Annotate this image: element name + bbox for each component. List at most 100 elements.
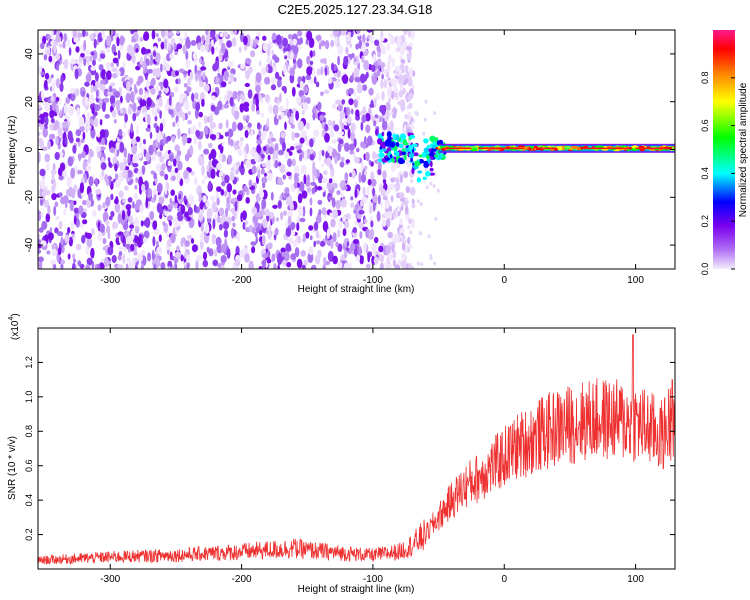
noise-cell [380,62,386,68]
noise-cell [369,205,373,214]
noise-cell [217,100,223,111]
noise-cell [160,83,164,91]
noise-cell [90,84,94,94]
noise-cell [284,121,287,130]
noise-cell [313,76,317,85]
noise-cell [394,92,398,98]
noise-cell [321,177,328,184]
noise-cell [159,213,163,219]
noise-cell [239,137,244,142]
noise-cell [342,185,348,191]
noise-cell [379,39,383,49]
noise-cell [248,260,254,269]
noise-cell [170,233,176,244]
noise-cell [38,227,44,233]
noise-cell [185,50,189,61]
noise-cell [86,237,93,248]
noise-cell [266,50,271,56]
noise-cell [356,30,361,34]
heatmap-x-tick-label: 100 [627,275,644,286]
noise-cell [42,112,49,118]
noise-cell [113,91,121,98]
noise-cell [212,63,218,72]
noise-cell [291,131,295,141]
noise-cell [85,73,92,83]
noise-cell [296,58,303,69]
noise-cell [174,51,178,56]
noise-cell [114,147,117,158]
noise-cell [97,132,101,138]
noise-cell [159,156,165,163]
signal-cell [440,151,443,158]
noise-cell [233,30,238,35]
signal-cell [429,167,434,172]
noise-cell [63,209,67,216]
snr-y-tick-label: 1.0 [24,391,34,404]
noise-cell [172,121,176,128]
noise-cell [287,158,292,167]
noise-cell [364,136,367,145]
noise-cell [306,174,310,184]
noise-cell [205,223,210,234]
noise-cell [107,157,111,162]
noise-cell [233,110,240,120]
signal-cell [396,151,400,156]
noise-cell [227,76,231,82]
noise-cell [208,180,212,191]
noise-cell [122,198,126,204]
noise-cell [327,250,334,262]
noise-cell [365,263,371,269]
noise-cell [93,85,98,92]
noise-cell [334,99,341,105]
noise-cell [174,167,179,174]
noise-cell [99,53,106,59]
noise-cell [367,253,371,263]
noise-cell [315,81,320,88]
noise-cell [230,138,234,147]
noise-cell [139,56,144,66]
noise-cell [408,30,411,38]
noise-cell [360,256,364,262]
noise-cell [239,30,246,33]
noise-cell [43,54,48,61]
noise-cell [267,154,271,161]
noise-cell [124,113,128,123]
noise-cell [220,81,227,88]
signal-cell [387,147,392,152]
noise-cell [332,255,338,265]
noise-cell [111,109,117,118]
noise-cell [311,187,316,194]
noise-cell [72,253,76,260]
noise-cell [247,89,253,99]
noise-cell [106,47,111,53]
signal-cell [395,134,400,141]
noise-cell [132,257,136,267]
noise-cell [63,59,69,70]
noise-cell [303,174,307,185]
noise-cell [346,241,350,247]
noise-cell [159,144,164,152]
noise-cell [270,191,274,201]
noise-cell [145,127,151,132]
noise-cell [131,54,136,64]
noise-cell [137,106,142,111]
noise-cell [398,90,404,98]
noise-cell [188,167,192,173]
noise-cell [199,80,205,88]
noise-cell [303,259,308,266]
noise-cell [111,73,118,79]
noise-cell [290,124,295,129]
noise-cell [138,176,144,188]
noise-cell [170,170,176,177]
noise-cell [78,153,81,162]
noise-cell [200,66,207,71]
noise-cell [335,79,341,89]
noise-cell [270,84,277,91]
noise-cell [308,225,314,231]
noise-cell [283,86,287,94]
noise-cell [104,114,110,119]
noise-cell [373,256,379,265]
noise-cell [380,201,383,207]
noise-cell [404,197,408,202]
noise-cell [165,63,171,72]
